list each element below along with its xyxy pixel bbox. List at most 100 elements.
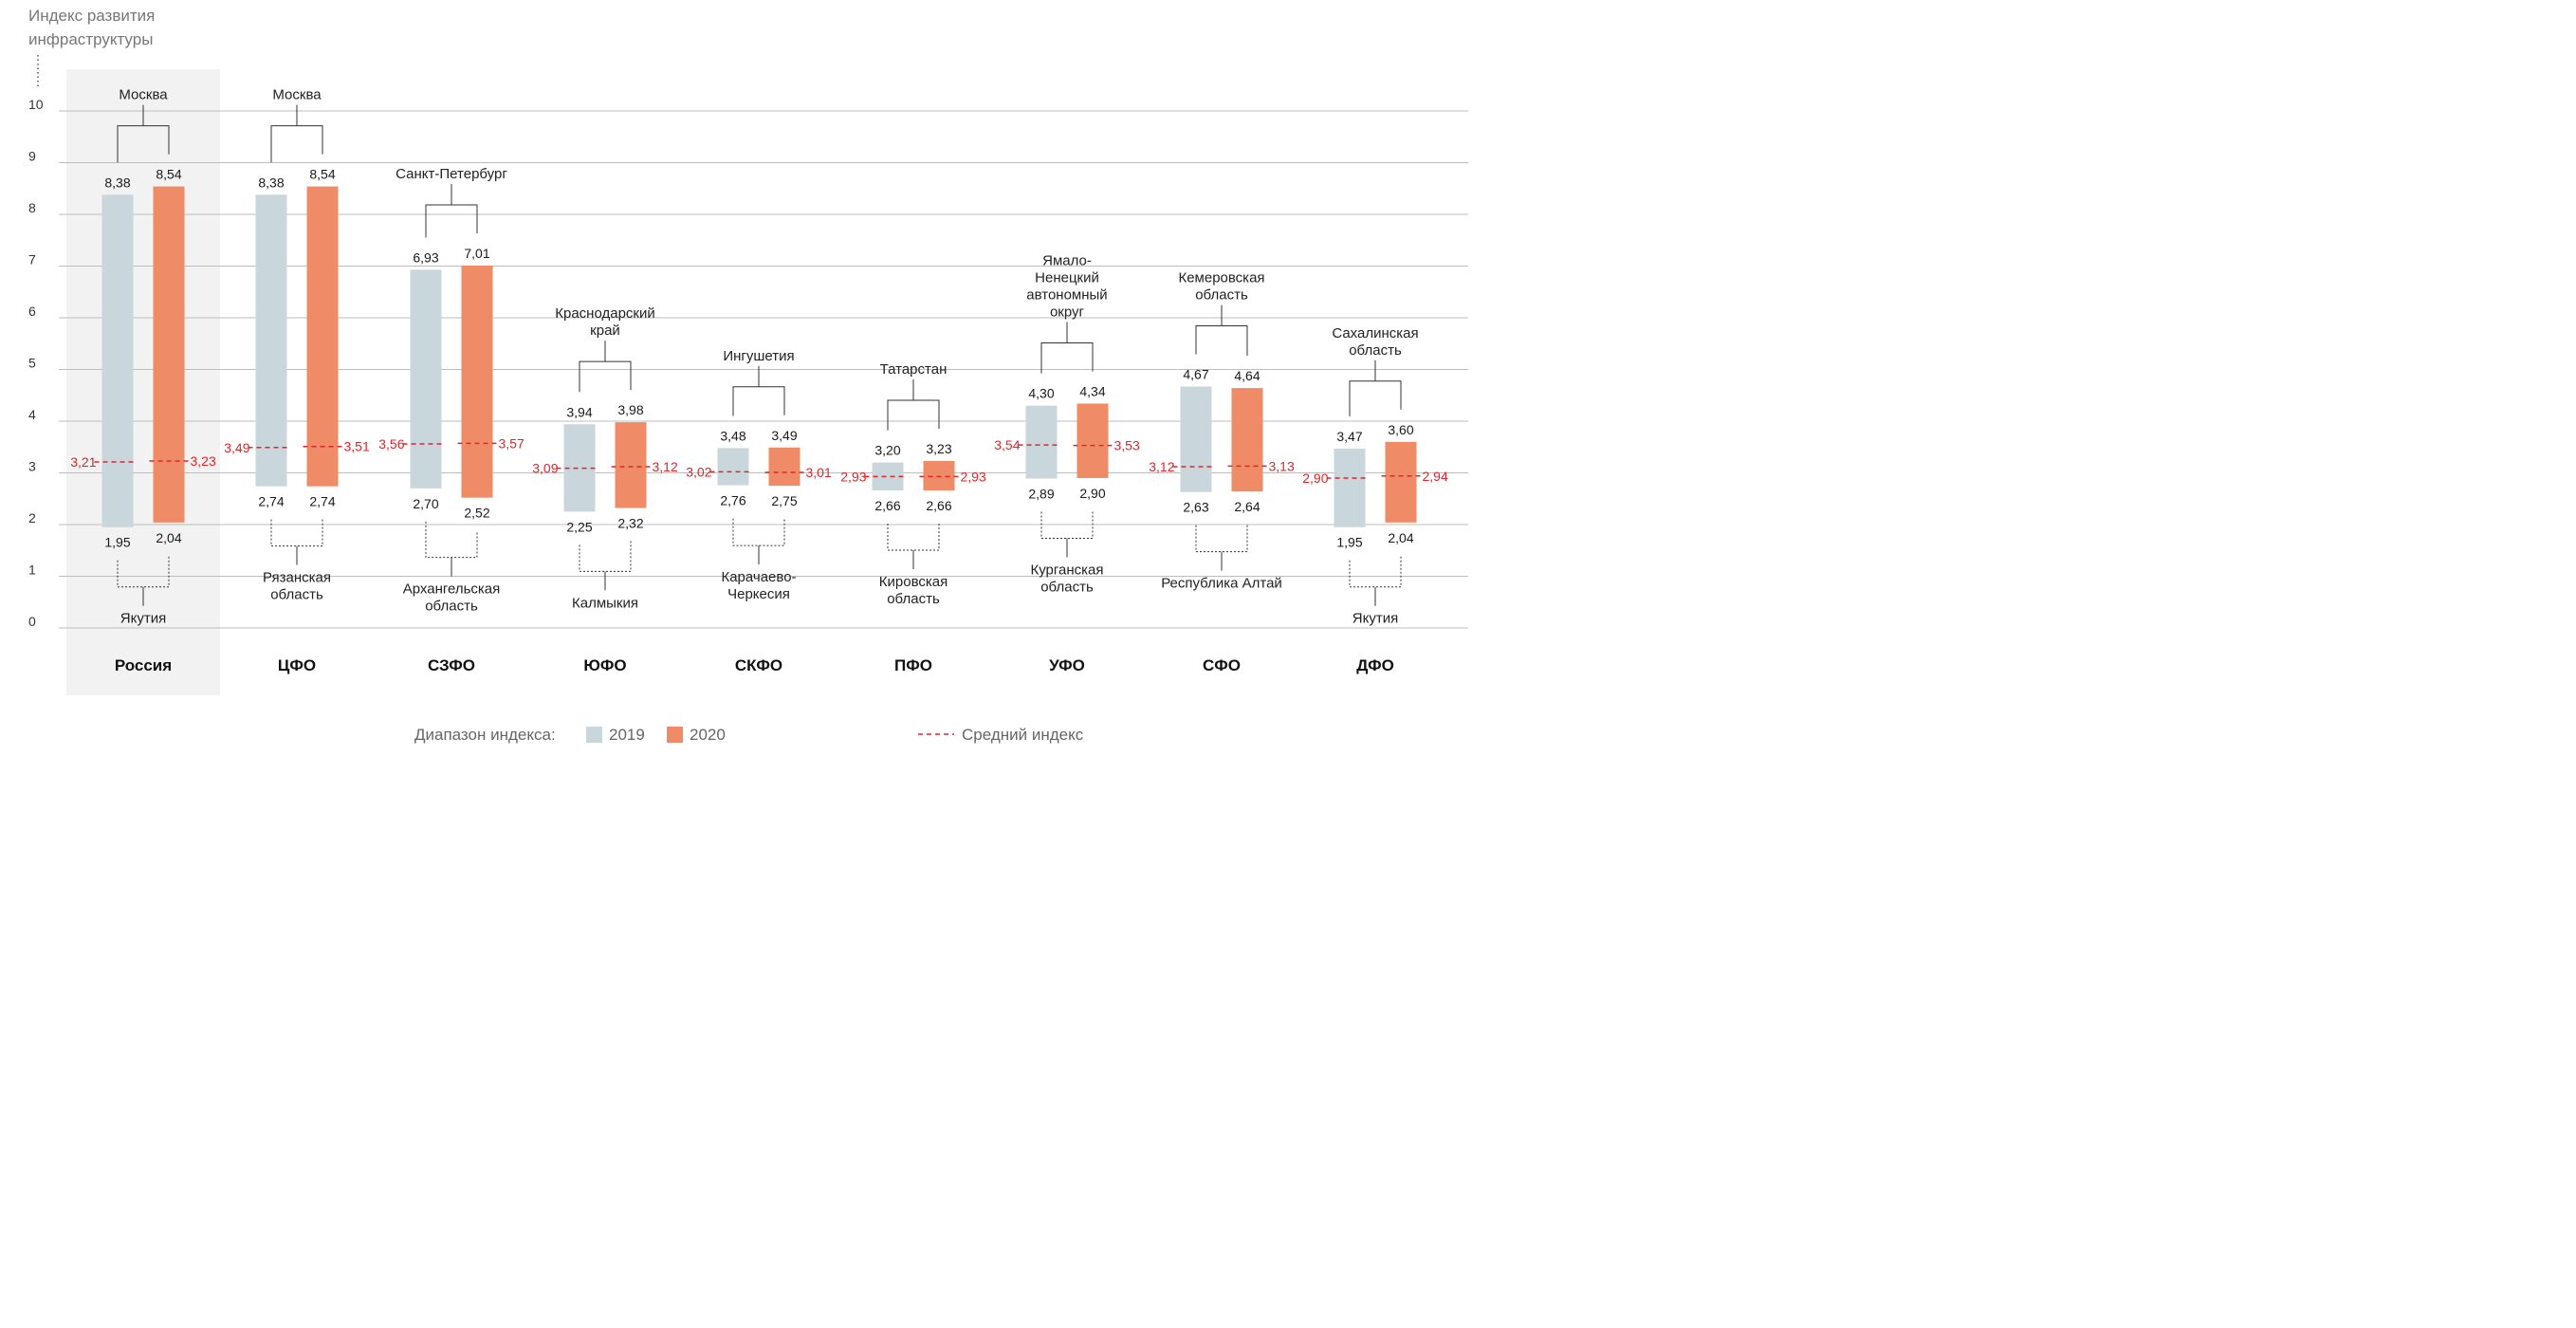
- max-label-2019-5: 3,20: [874, 443, 900, 458]
- bottom-region-label-5: Кировская область: [879, 574, 948, 607]
- top-region-label-8: Сахалинская область: [1332, 325, 1418, 359]
- max-label-2020-1: 8,54: [309, 167, 335, 182]
- min-label-2020-5: 2,66: [926, 498, 951, 513]
- min-label-2020-7: 2,64: [1234, 499, 1260, 514]
- bar-2020-2: [461, 265, 493, 498]
- min-label-2020-4: 2,75: [771, 493, 797, 508]
- top-region-label-7: Кемеровская область: [1178, 269, 1264, 303]
- bar-2019-1: [255, 194, 287, 487]
- max-label-2020-6: 4,34: [1079, 383, 1105, 398]
- top-bracket-6: [1040, 341, 1094, 374]
- legend-label-2020: 2020: [690, 726, 726, 744]
- max-label-2019-6: 4,30: [1028, 386, 1054, 401]
- bottom-bracket-0: [117, 555, 170, 588]
- bottom-region-label-6: Курганская область: [1030, 562, 1103, 595]
- bar-2020-5: [923, 460, 955, 491]
- bottom-bracket-6: [1040, 510, 1094, 539]
- legend-label-2019: 2019: [609, 726, 645, 744]
- max-label-2019-2: 6,93: [413, 249, 438, 265]
- min-label-2019-4: 2,76: [720, 493, 745, 508]
- legend-swatch-2020: [667, 727, 683, 743]
- bar-2019-2: [410, 269, 442, 489]
- avg-label-2019-6: 3,54: [994, 437, 1020, 452]
- top-bracket-8: [1349, 380, 1402, 416]
- max-label-2020-4: 3,49: [771, 428, 797, 443]
- min-label-2020-0: 2,04: [156, 530, 181, 545]
- category-label-3: ЮФО: [583, 656, 626, 674]
- min-label-2019-2: 2,70: [413, 496, 438, 511]
- bar-2020-1: [306, 186, 339, 487]
- bottom-bracket-7: [1195, 525, 1248, 553]
- top-region-label-0: Москва: [119, 87, 168, 103]
- avg-label-2020-2: 3,57: [499, 435, 524, 451]
- legend-swatch-2019: [586, 727, 602, 743]
- max-label-2019-1: 8,38: [258, 175, 284, 190]
- bar-2019-7: [1180, 386, 1212, 492]
- avg-label-2020-7: 3,13: [1269, 458, 1295, 473]
- max-label-2020-8: 3,60: [1388, 422, 1413, 437]
- max-label-2020-5: 3,23: [926, 441, 951, 456]
- max-label-2019-0: 8,38: [104, 175, 130, 190]
- infrastructure-index-chart: Индекс развития инфраструктуры 0 1 2 3 4 5 6 7 8 9 1…: [28, 7, 1468, 744]
- min-label-2019-7: 2,63: [1183, 500, 1208, 515]
- bar-2019-0: [101, 194, 134, 527]
- avg-label-2019-3: 3,09: [532, 461, 558, 476]
- max-label-2019-7: 4,67: [1183, 366, 1208, 381]
- avg-label-2019-0: 3,21: [70, 454, 96, 470]
- min-label-2020-1: 2,74: [309, 494, 335, 509]
- bottom-region-label-8: Якутия: [1352, 611, 1398, 627]
- y-tick-1: 1: [28, 563, 36, 578]
- y-tick-3: 3: [28, 459, 36, 474]
- bottom-region-label-1: Рязанская область: [263, 570, 331, 603]
- top-bracket-1: [270, 125, 323, 163]
- y-tick-10: 10: [28, 97, 44, 112]
- category-label-1: ЦФО: [278, 656, 316, 674]
- min-label-2019-5: 2,66: [874, 498, 900, 513]
- avg-label-2019-1: 3,49: [224, 440, 249, 455]
- max-label-2020-3: 3,98: [617, 402, 643, 417]
- avg-label-2019-5: 2,93: [840, 469, 866, 484]
- avg-label-2020-8: 2,94: [1423, 469, 1448, 484]
- bar-2020-4: [768, 447, 800, 487]
- max-label-2019-3: 3,94: [566, 404, 592, 419]
- avg-label-2019-4: 3,02: [686, 464, 711, 479]
- category-label-0: Россия: [115, 656, 172, 674]
- top-region-label-4: Ингушетия: [723, 348, 794, 364]
- min-label-2019-1: 2,74: [258, 494, 284, 509]
- top-bracket-4: [732, 386, 785, 416]
- bar-2020-7: [1231, 388, 1263, 492]
- bottom-region-label-3: Калмыкия: [572, 595, 638, 611]
- bottom-region-label-4: Карачаево-Черкесия: [721, 569, 796, 602]
- y-tick-0: 0: [28, 614, 36, 629]
- legend-title: Диапазон индекса:: [414, 726, 556, 744]
- bar-2020-8: [1385, 441, 1417, 523]
- category-label-6: УФО: [1049, 656, 1085, 674]
- legend-average-label: Средний индекс: [962, 726, 1084, 744]
- avg-label-2020-1: 3,51: [344, 439, 370, 454]
- min-label-2020-2: 2,52: [464, 506, 489, 521]
- y-tick-4: 4: [28, 407, 36, 422]
- y-tick-2: 2: [28, 510, 36, 526]
- avg-label-2020-5: 2,93: [961, 469, 986, 484]
- min-label-2019-8: 1,95: [1336, 535, 1362, 550]
- top-region-label-1: Москва: [272, 87, 322, 103]
- bar-2020-3: [615, 422, 647, 508]
- category-label-7: СФО: [1203, 656, 1241, 674]
- top-region-label-3: Краснодарский край: [555, 305, 654, 339]
- category-label-5: ПФО: [894, 656, 932, 674]
- min-label-2019-6: 2,89: [1028, 486, 1054, 501]
- bottom-bracket-5: [887, 524, 940, 551]
- min-label-2020-3: 2,32: [617, 516, 643, 531]
- y-tick-5: 5: [28, 356, 36, 371]
- max-label-2020-7: 4,64: [1234, 368, 1260, 383]
- bottom-bracket-4: [732, 518, 785, 546]
- avg-label-2020-6: 3,53: [1114, 438, 1140, 453]
- top-bracket-2: [425, 204, 478, 238]
- max-label-2019-4: 3,48: [720, 428, 745, 443]
- bottom-region-label-2: Архангельская область: [403, 581, 501, 615]
- top-bracket-3: [579, 360, 632, 393]
- top-region-label-6: Ямало-Ненецкий автономный округ: [1026, 252, 1107, 320]
- bar-2019-4: [717, 448, 749, 486]
- top-bracket-7: [1195, 324, 1248, 357]
- bar-2020-0: [153, 186, 185, 523]
